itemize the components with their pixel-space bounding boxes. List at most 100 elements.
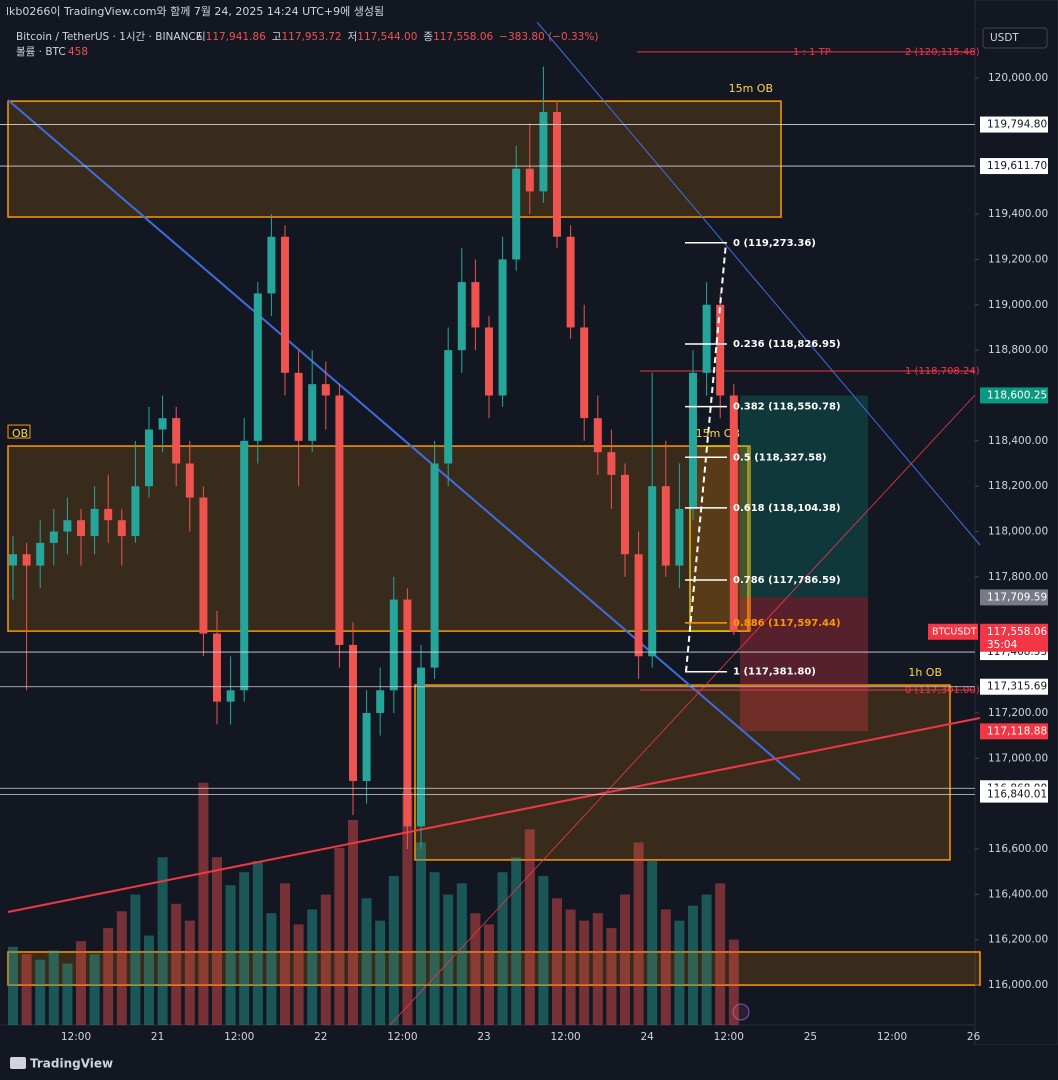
brand: TradingView — [30, 1057, 113, 1071]
fib-label: 0.5 (118,327.58) — [733, 452, 827, 463]
volume-bar — [348, 820, 358, 1025]
price-label-bg — [980, 786, 1048, 803]
volume-bar — [497, 872, 508, 1025]
volume-bar — [76, 941, 86, 1025]
candle-body — [131, 486, 140, 537]
x-tick-label: 12:00 — [61, 1031, 91, 1043]
symbol-title: Bitcoin / TetherUS · 1시간 · BINANCE — [16, 31, 202, 43]
volume-bar — [524, 829, 535, 1025]
y-tick-label: 116,000.00 — [988, 979, 1048, 991]
y-tick-label: 116,400.00 — [988, 888, 1048, 900]
candle-body — [417, 667, 425, 827]
currency[interactable]: USDT — [990, 32, 1019, 44]
fib-label: 0.382 (118,550.78) — [733, 402, 841, 413]
ohlc-key: 저 — [348, 31, 358, 43]
volume-bar — [443, 894, 454, 1025]
currency-button[interactable] — [982, 27, 1048, 49]
brand-logo — [10, 1057, 26, 1069]
volume-bar — [647, 861, 658, 1025]
x-tick-label: 12:00 — [224, 1031, 254, 1043]
x-tick-label: 22 — [314, 1031, 327, 1043]
volume-bar — [429, 872, 440, 1025]
candle-body — [321, 384, 330, 396]
volume-bar — [103, 928, 114, 1025]
candle-body — [553, 112, 561, 237]
y-tick-label: 120,000.00 — [988, 72, 1048, 84]
volume-bar — [62, 963, 73, 1025]
volume-bar — [144, 935, 154, 1025]
zone-label: OB — [12, 427, 28, 440]
watermark: lkb0266이 TradingView.com와 함께 7월 24, 2025… — [6, 5, 384, 18]
tp-title: 1 : 1 TP — [793, 47, 831, 58]
candle-body — [349, 644, 357, 781]
countdown: 35:04 — [987, 639, 1018, 651]
y-tick-label: 119,200.00 — [988, 253, 1048, 265]
zone-label: 15m OB — [696, 427, 740, 440]
x-tick-label: 12:00 — [714, 1031, 744, 1043]
volume-bar — [688, 905, 698, 1025]
price-axis — [974, 0, 1058, 1046]
volume-bar — [157, 857, 168, 1025]
volume-bar — [620, 894, 630, 1025]
y-tick-label: 119,400.00 — [988, 208, 1048, 220]
candle-body — [267, 236, 276, 294]
candle-body — [430, 463, 439, 668]
candle-body — [294, 372, 303, 441]
price-label-bg — [980, 158, 1048, 175]
volume-bar — [89, 954, 100, 1025]
axis-tag-bg — [980, 723, 1048, 740]
x-tick-label: 24 — [641, 1031, 655, 1043]
volume-bar — [116, 911, 127, 1025]
candle-body — [702, 304, 711, 373]
candle-body — [36, 542, 45, 566]
fib-label: 1 (117,381.80) — [733, 667, 816, 678]
candle-body — [117, 520, 126, 537]
candle-body — [9, 554, 17, 566]
price-label-bg — [980, 116, 1048, 133]
fib-label: 0.886 (117,597.44) — [733, 618, 841, 629]
ohlc-value: 117,544.00 — [357, 31, 417, 43]
volume-bar — [579, 920, 590, 1025]
candle-body — [661, 486, 670, 566]
candle-body — [689, 372, 697, 509]
volume-bar — [252, 861, 263, 1025]
candle-body — [403, 599, 412, 827]
candle-body — [729, 395, 738, 632]
order-block — [689, 445, 749, 632]
candle-body — [308, 384, 317, 441]
volume-bar — [416, 842, 426, 1025]
axis-tag-bg — [980, 589, 1048, 606]
profit-zone — [740, 395, 868, 598]
volume-bar — [48, 950, 59, 1025]
volume-bar — [130, 894, 141, 1025]
candle-body — [335, 395, 344, 645]
price-label: 119,794.80 — [987, 119, 1047, 131]
ohlc-value: 117,941.86 — [206, 31, 266, 43]
candle-body — [457, 282, 466, 351]
volume-bar — [212, 857, 222, 1025]
volume-bar — [184, 920, 195, 1025]
y-tick-label: 117,000.00 — [988, 752, 1048, 764]
y-tick-label: 117,200.00 — [988, 707, 1048, 719]
ohlc-line: 시117,941.86 고117,953.72 저117,544.00 종117,55… — [196, 31, 598, 43]
order-block — [414, 684, 951, 861]
x-tick-label: 12:00 — [877, 1031, 907, 1043]
candle-body — [104, 508, 113, 521]
y-tick-label: 117,800.00 — [988, 571, 1048, 583]
y-tick-label: 116,600.00 — [988, 843, 1048, 855]
ohlc-key: 종 — [423, 31, 433, 43]
candle-body — [145, 429, 153, 487]
alert-icon[interactable] — [732, 1003, 750, 1021]
volume-bar — [592, 913, 603, 1025]
y-tick-label: 118,800.00 — [988, 344, 1048, 356]
trendline — [536, 21, 981, 546]
candle-body — [185, 463, 194, 498]
candle-body — [253, 293, 262, 441]
candle-body — [485, 327, 493, 396]
volume-bar — [21, 954, 32, 1025]
volume-value: 458 — [68, 46, 88, 58]
ohlc-key: 시 — [196, 31, 206, 43]
fib-label: 0 (119,273.36) — [733, 238, 816, 249]
volume-bar — [266, 913, 277, 1025]
tp-label: 1 (118,708.24) — [905, 366, 980, 377]
